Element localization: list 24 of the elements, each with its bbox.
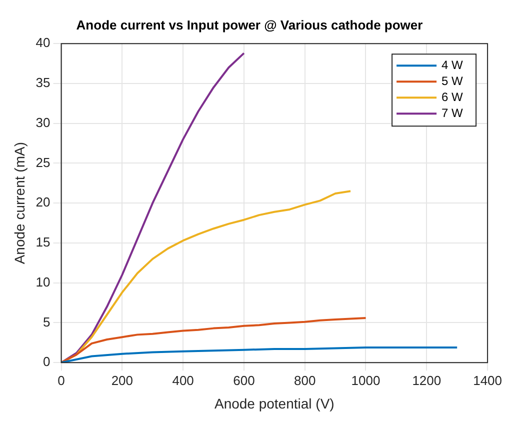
x-tick-label: 1200 — [412, 372, 442, 388]
y-tick-label: 0 — [43, 354, 50, 370]
x-tick-label: 800 — [294, 372, 316, 388]
y-tick-label: 20 — [36, 194, 50, 210]
x-tick-label: 400 — [172, 372, 194, 388]
legend-label: 7 W — [442, 106, 464, 120]
chart-title: Anode current vs Input power @ Various cathode power — [76, 17, 423, 32]
x-tick-label: 0 — [58, 372, 65, 388]
y-tick-label: 10 — [36, 274, 50, 290]
y-tick-label: 5 — [43, 314, 50, 330]
x-axis-title: Anode potential (V) — [214, 395, 334, 412]
x-tick-label: 600 — [233, 372, 255, 388]
x-tick-label: 200 — [111, 372, 134, 388]
legend-label: 6 W — [442, 90, 464, 104]
legend-label: 5 W — [442, 74, 464, 88]
y-axis-title: Anode current (mA) — [11, 142, 28, 264]
x-tick-label: 1000 — [351, 372, 380, 388]
y-tick-label: 15 — [36, 234, 50, 250]
x-tick-label: 1400 — [473, 372, 502, 388]
y-tick-label: 40 — [36, 35, 50, 50]
y-tick-label: 30 — [36, 114, 50, 130]
legend-label: 4 W — [442, 58, 464, 72]
y-tick-label: 25 — [36, 154, 50, 170]
y-tick-label: 35 — [36, 75, 50, 90]
